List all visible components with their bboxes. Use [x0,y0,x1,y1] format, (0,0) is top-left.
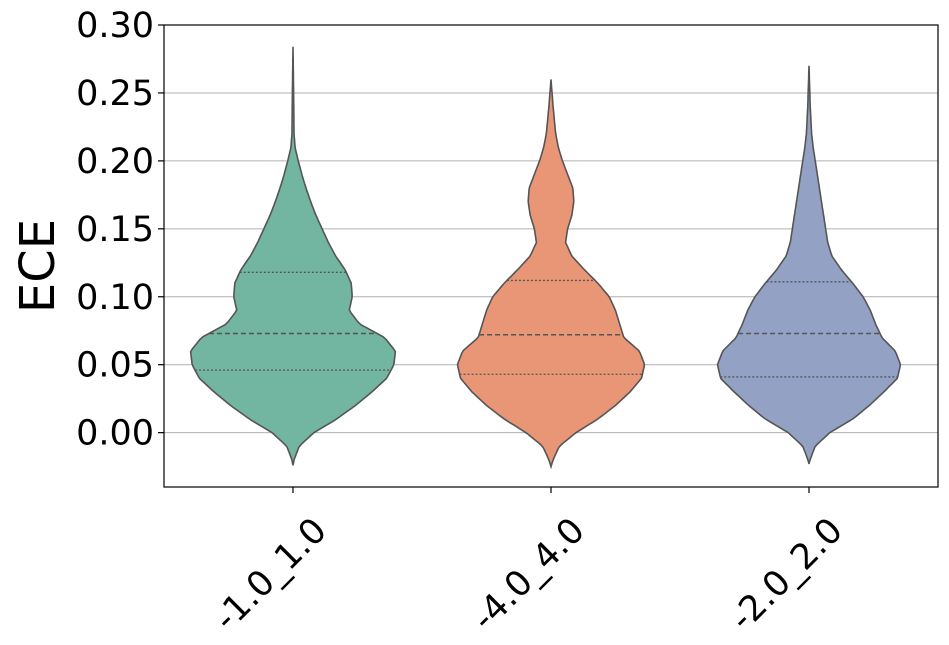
x-tick-label: -2.0_2.0 [723,511,851,639]
y-tick-label: 0.05 [76,346,154,386]
y-tick-label: 0.00 [76,414,154,454]
y-tick-label: 0.25 [76,74,154,114]
x-tick-label: -4.0_4.0 [465,511,593,639]
violin-body [189,46,397,466]
y-axis: 0.00 0.05 0.10 0.15 0.20 0.25 0.30 [76,6,164,454]
violin-body [716,65,902,465]
violin-body [456,79,646,470]
y-tick-label: 0.15 [76,210,154,250]
x-tick-label: -1.0_1.0 [207,511,335,639]
y-tick-label: 0.10 [76,278,154,318]
violins [189,46,902,470]
x-axis: -1.0_1.0 -4.0_4.0 -2.0_2.0 [207,487,851,639]
y-axis-label: ECE [10,219,66,313]
y-tick-label: 0.30 [76,6,154,46]
y-tick-label: 0.20 [76,142,154,182]
